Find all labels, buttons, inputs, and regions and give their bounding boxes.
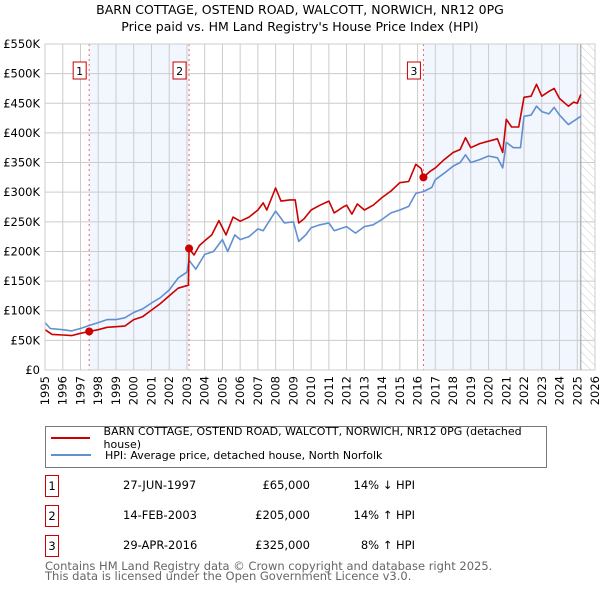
sale-point bbox=[419, 173, 428, 182]
transaction-marker: 1 bbox=[45, 475, 59, 497]
sale-point bbox=[85, 327, 94, 336]
x-tick-label: 2007 bbox=[251, 376, 265, 405]
shaded-range bbox=[89, 44, 190, 370]
legend-label-property: BARN COTTAGE, OSTEND ROAD, WALCOTT, NORW… bbox=[103, 425, 522, 451]
x-tick-label: 1996 bbox=[56, 376, 70, 405]
x-tick-label: 2001 bbox=[144, 376, 158, 405]
x-tick-label: 2022 bbox=[517, 376, 531, 405]
x-tick-label: 2006 bbox=[233, 376, 247, 405]
x-tick-label: 2011 bbox=[322, 376, 336, 405]
shaded-range bbox=[423, 44, 581, 370]
transaction-row: 1 27-JUN-1997 £65,000 14% ↓ HPI bbox=[45, 475, 600, 497]
y-tick-label: £250K bbox=[3, 215, 40, 229]
transaction-row: 3 29-APR-2016 £325,000 8% ↑ HPI bbox=[45, 535, 600, 557]
transaction-hpi-diff: 8% ↑ HPI bbox=[360, 538, 415, 552]
y-tick-label: £500K bbox=[3, 67, 40, 81]
legend-item-hpi: HPI: Average price, detached house, Nort… bbox=[46, 447, 382, 463]
sale-label: 3 bbox=[410, 65, 417, 78]
legend-swatch-red bbox=[51, 437, 90, 439]
x-tick-label: 2012 bbox=[340, 376, 354, 405]
x-tick-label: 2019 bbox=[464, 376, 478, 405]
footer-licence: This data is licensed under the Open Gov… bbox=[45, 569, 412, 583]
y-tick-label: £300K bbox=[3, 185, 40, 199]
x-tick-label: 2009 bbox=[286, 376, 300, 405]
x-tick-label: 2003 bbox=[180, 376, 194, 405]
future-hatch bbox=[580, 44, 595, 370]
legend-item-property: BARN COTTAGE, OSTEND ROAD, WALCOTT, NORW… bbox=[46, 425, 546, 451]
transaction-date: 27-JUN-1997 bbox=[123, 478, 197, 492]
x-tick-label: 2010 bbox=[304, 376, 318, 405]
x-tick-label: 2016 bbox=[411, 376, 425, 405]
sale-point bbox=[185, 244, 194, 253]
transaction-marker: 2 bbox=[45, 505, 59, 527]
footer-copyright: Contains HM Land Registry data © Crown c… bbox=[45, 559, 493, 573]
x-tick-label: 2024 bbox=[553, 376, 567, 405]
x-tick-label: 1999 bbox=[109, 376, 123, 405]
footer: Contains HM Land Registry data © Crown c… bbox=[45, 559, 493, 583]
sale-label: 2 bbox=[176, 65, 183, 78]
y-tick-label: £200K bbox=[3, 244, 40, 258]
transaction-row: 2 14-FEB-2003 £205,000 14% ↑ HPI bbox=[45, 505, 600, 527]
legend-swatch-blue bbox=[51, 454, 91, 456]
chart-subtitle: Price paid vs. HM Land Registry's House … bbox=[121, 19, 479, 34]
y-tick-label: £50K bbox=[11, 333, 41, 347]
legend-label-hpi: HPI: Average price, detached house, Nort… bbox=[105, 448, 383, 462]
x-tick-label: 2020 bbox=[482, 376, 496, 405]
transaction-date: 29-APR-2016 bbox=[123, 538, 198, 552]
hpi-line bbox=[44, 105, 582, 332]
property-price-line bbox=[44, 83, 582, 337]
x-tick-label: 2004 bbox=[198, 376, 212, 405]
x-tick-label: 1997 bbox=[73, 376, 87, 405]
plot-border bbox=[44, 43, 596, 371]
legend: BARN COTTAGE, OSTEND ROAD, WALCOTT, NORW… bbox=[45, 425, 547, 468]
y-tick-label: £350K bbox=[3, 156, 40, 170]
y-tick-label: £550K bbox=[3, 37, 40, 51]
price-chart: 1995 1996 1997 1998 1999 2000 2001 2002 2003 2004… bbox=[3, 37, 600, 405]
sale-label-box bbox=[172, 61, 187, 80]
y-tick-label: £0 bbox=[25, 363, 40, 377]
x-tick-label: 2015 bbox=[393, 376, 407, 405]
y-tick-label: £100K bbox=[3, 304, 40, 318]
x-tick-label: 2023 bbox=[535, 376, 549, 405]
transaction-hpi-diff: 14% ↓ HPI bbox=[353, 478, 415, 492]
transaction-price: £65,000 bbox=[262, 478, 310, 492]
y-tick-label: £450K bbox=[3, 96, 40, 110]
transaction-marker: 3 bbox=[45, 535, 59, 557]
x-tick-label: 2000 bbox=[127, 376, 141, 405]
x-tick-label: 2021 bbox=[499, 376, 513, 405]
transaction-hpi-diff: 14% ↑ HPI bbox=[353, 508, 415, 522]
chart-title: BARN COTTAGE, OSTEND ROAD, WALCOTT, NORW… bbox=[96, 2, 504, 17]
x-tick-label: 2005 bbox=[215, 376, 229, 405]
sale-label-box bbox=[406, 61, 421, 80]
x-tick-label: 2025 bbox=[570, 376, 584, 405]
x-tick-label: 1995 bbox=[38, 376, 52, 405]
y-tick-label: £150K bbox=[3, 274, 40, 288]
x-tick-label: 2018 bbox=[446, 376, 460, 405]
sale-label-box bbox=[72, 61, 87, 80]
sale-label: 1 bbox=[76, 65, 83, 78]
x-tick-label: 2002 bbox=[162, 376, 176, 405]
x-tick-label: 2013 bbox=[357, 376, 371, 405]
x-tick-label: 2026 bbox=[588, 376, 600, 405]
y-tick-label: £400K bbox=[3, 126, 40, 140]
x-tick-label: 2014 bbox=[375, 376, 389, 405]
transaction-date: 14-FEB-2003 bbox=[123, 508, 197, 522]
x-tick-label: 1998 bbox=[91, 376, 105, 405]
transaction-price: £205,000 bbox=[255, 508, 310, 522]
transaction-price: £325,000 bbox=[255, 538, 310, 552]
x-tick-label: 2017 bbox=[428, 376, 442, 405]
x-tick-label: 2008 bbox=[269, 376, 283, 405]
